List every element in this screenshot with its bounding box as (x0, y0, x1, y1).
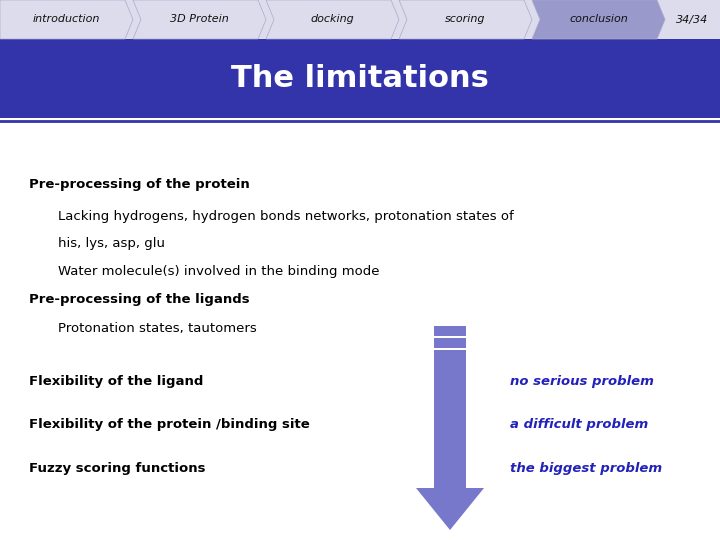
Text: Flexibility of the protein /binding site: Flexibility of the protein /binding site (29, 418, 310, 431)
Polygon shape (399, 0, 532, 39)
Text: conclusion: conclusion (569, 15, 628, 24)
Text: Water molecule(s) involved in the binding mode: Water molecule(s) involved in the bindin… (58, 265, 379, 278)
Text: Pre-processing of the protein: Pre-processing of the protein (29, 178, 250, 191)
Text: docking: docking (310, 15, 354, 24)
Text: scoring: scoring (445, 15, 486, 24)
Bar (0, 0, 720, 39)
Text: introduction: introduction (33, 15, 100, 24)
Text: 34/34: 34/34 (676, 15, 708, 24)
Text: Lacking hydrogens, hydrogen bonds networks, protonation states of: Lacking hydrogens, hydrogen bonds networ… (58, 210, 513, 223)
Bar (434, 326, 466, 336)
Text: Flexibility of the ligand: Flexibility of the ligand (29, 375, 203, 388)
Bar (0, 39, 720, 118)
Polygon shape (133, 0, 266, 39)
Text: The limitations: The limitations (231, 64, 489, 93)
Text: Fuzzy scoring functions: Fuzzy scoring functions (29, 462, 205, 475)
Text: his, lys, asp, glu: his, lys, asp, glu (58, 237, 165, 250)
Text: Protonation states, tautomers: Protonation states, tautomers (58, 322, 256, 335)
Bar (434, 338, 466, 348)
Polygon shape (0, 0, 133, 39)
Text: the biggest problem: the biggest problem (510, 462, 662, 475)
Polygon shape (532, 0, 665, 39)
Text: a difficult problem: a difficult problem (510, 418, 648, 431)
Text: 3D Protein: 3D Protein (170, 15, 229, 24)
Polygon shape (416, 488, 484, 530)
Text: Pre-processing of the ligands: Pre-processing of the ligands (29, 293, 249, 306)
Bar (434, 350, 466, 488)
Polygon shape (266, 0, 399, 39)
Text: no serious problem: no serious problem (510, 375, 654, 388)
